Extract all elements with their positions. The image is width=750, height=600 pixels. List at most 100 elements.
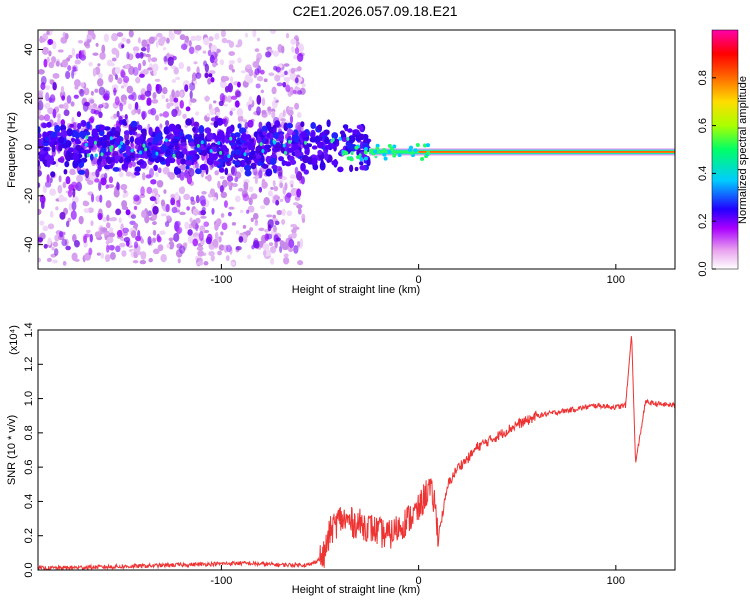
spectrogram-noise-blob <box>274 220 280 226</box>
spectrogram-band-blob <box>204 127 212 134</box>
spectrogram-noise-blob <box>98 86 106 96</box>
spectrogram-noise-blob <box>271 111 276 119</box>
spectrogram-band-blob <box>288 139 292 144</box>
spectrogram-noise-blob <box>135 52 142 59</box>
colorbar: 0.0 0.2 0.4 0.6 0.8 Normalized spectral ampl… <box>697 29 749 277</box>
spectrogram-noise-blob <box>215 111 221 116</box>
spectrogram-noise-blob <box>286 32 290 39</box>
spectrogram-band-blob <box>311 157 318 166</box>
spectrogram-noise-blob <box>38 109 41 115</box>
spectrogram-band-blob <box>358 133 365 141</box>
spectrogram-noise-blob <box>209 54 215 64</box>
spectrogram-line-blob <box>382 152 387 157</box>
spectrogram-noise-blob <box>38 237 44 243</box>
colorbar-label: Normalized spectral amplitude <box>737 76 749 224</box>
spectrogram-noise-blob <box>108 74 114 83</box>
spectrogram-noise-blob <box>152 205 159 215</box>
spectrogram-noise-blob <box>59 211 66 220</box>
spectrogram-xtick-label: 100 <box>607 274 625 286</box>
spectrogram-noise-blob <box>52 82 57 91</box>
spectrogram-noise-blob <box>228 206 235 210</box>
spectrogram-band-blob <box>72 153 79 162</box>
spectrogram-noise-blob <box>179 211 186 216</box>
spectrogram-noise-blob <box>90 90 94 96</box>
spectrogram-noise-blob <box>191 72 197 81</box>
spectrogram-noise-blob <box>52 108 57 119</box>
spectrogram-noise-blob <box>274 74 281 82</box>
spectrogram-band-blob <box>42 146 49 152</box>
spectrogram-noise-blob <box>255 83 261 89</box>
spectrogram-band-blob <box>165 141 171 147</box>
spectrogram-noise-blob <box>100 252 105 259</box>
spectrogram-noise-blob <box>210 44 218 54</box>
spectrogram-noise-blob <box>38 257 42 263</box>
spectrogram-noise-blob <box>47 223 55 230</box>
spectrogram-noise-blob <box>108 244 115 251</box>
spectrogram-noise-blob <box>247 76 254 84</box>
spectrogram-noise-blob <box>164 66 168 71</box>
spectrogram-band-blob <box>273 140 277 145</box>
spectrogram-band-blob <box>184 134 193 140</box>
spectrogram-noise-blob <box>134 101 139 110</box>
spectrogram-noise-blob <box>49 177 53 184</box>
spectrogram-noise-blob <box>244 32 248 38</box>
spectrogram-noise-blob <box>213 100 217 104</box>
spectrogram-band-blob <box>331 132 339 140</box>
snr-ytick-label: 1.4 <box>23 322 35 337</box>
spectrogram-noise-blob <box>245 64 252 70</box>
spectrogram-noise-blob <box>38 182 41 189</box>
colorbar-gradient <box>711 29 739 270</box>
spectrogram-noise-blob <box>86 229 91 234</box>
spectrogram-band-blob <box>237 123 242 129</box>
spectrogram-noise-blob <box>219 80 227 89</box>
spectrogram-band-blob <box>300 162 306 172</box>
spectrogram-noise-blob <box>221 222 228 231</box>
spectrogram-band-blob <box>304 149 309 155</box>
spectrogram-noise-blob <box>83 87 90 96</box>
spectrogram-noise-blob <box>208 70 216 75</box>
spectrogram-noise-blob <box>55 158 59 168</box>
spectrogram-noise-blob <box>148 257 153 263</box>
spectrogram-noise-blob <box>44 180 52 188</box>
spectrogram-band-blob <box>312 163 319 171</box>
spectrogram-band-blob <box>125 139 130 146</box>
spectrogram-noise-blob <box>230 107 236 112</box>
snr-ytick-label: 1.0 <box>23 391 35 406</box>
spectrogram-band-blob <box>165 148 172 156</box>
spectrogram-noise-blob <box>201 190 207 195</box>
spectrogram-noise-blob <box>257 37 261 42</box>
spectrogram-noise-blob <box>40 200 45 210</box>
spectrogram-noise-blob <box>105 200 112 209</box>
spectrogram-noise-blob <box>95 42 99 47</box>
spectrogram-noise-blob <box>153 69 157 76</box>
snr-ytick-label: 0.2 <box>23 528 35 543</box>
spectrogram-noise-blob <box>40 82 46 91</box>
spectrogram-noise-blob <box>121 85 125 89</box>
spectrogram-noise-blob <box>70 101 75 107</box>
spectrogram-noise-blob <box>132 66 139 76</box>
spectrogram-noise-blob <box>157 167 162 174</box>
spectrogram-band-blob <box>291 143 300 151</box>
spectrogram-noise-blob <box>130 214 137 220</box>
spectrogram-noise-blob <box>87 207 94 214</box>
spectrogram-noise-blob <box>104 172 108 180</box>
spectrogram-noise-blob <box>49 94 56 103</box>
spectrogram-noise-blob <box>220 30 226 38</box>
spectrogram-noise-blob <box>123 189 127 194</box>
spectrogram-noise-blob <box>220 213 225 218</box>
spectrogram-line-blob <box>363 150 368 155</box>
spectrogram-band-blob <box>219 150 223 155</box>
spectrogram-noise-blob <box>290 67 296 74</box>
spectrogram-noise-blob <box>175 90 181 98</box>
spectrogram-noise-blob <box>114 74 118 81</box>
spectrogram-noise-blob <box>121 37 127 42</box>
spectrogram-noise-blob <box>189 90 193 99</box>
spectrogram-noise-blob <box>74 85 79 90</box>
spectrogram-noise-blob <box>154 114 160 121</box>
spectrogram-noise-blob <box>219 185 224 193</box>
spectrogram-band-blob <box>116 137 122 145</box>
spectrogram-noise-blob <box>269 257 275 265</box>
spectrogram-band-blob <box>39 153 44 160</box>
spectrogram-band-blob <box>303 169 310 175</box>
spectrogram-noise-blob <box>289 180 295 186</box>
